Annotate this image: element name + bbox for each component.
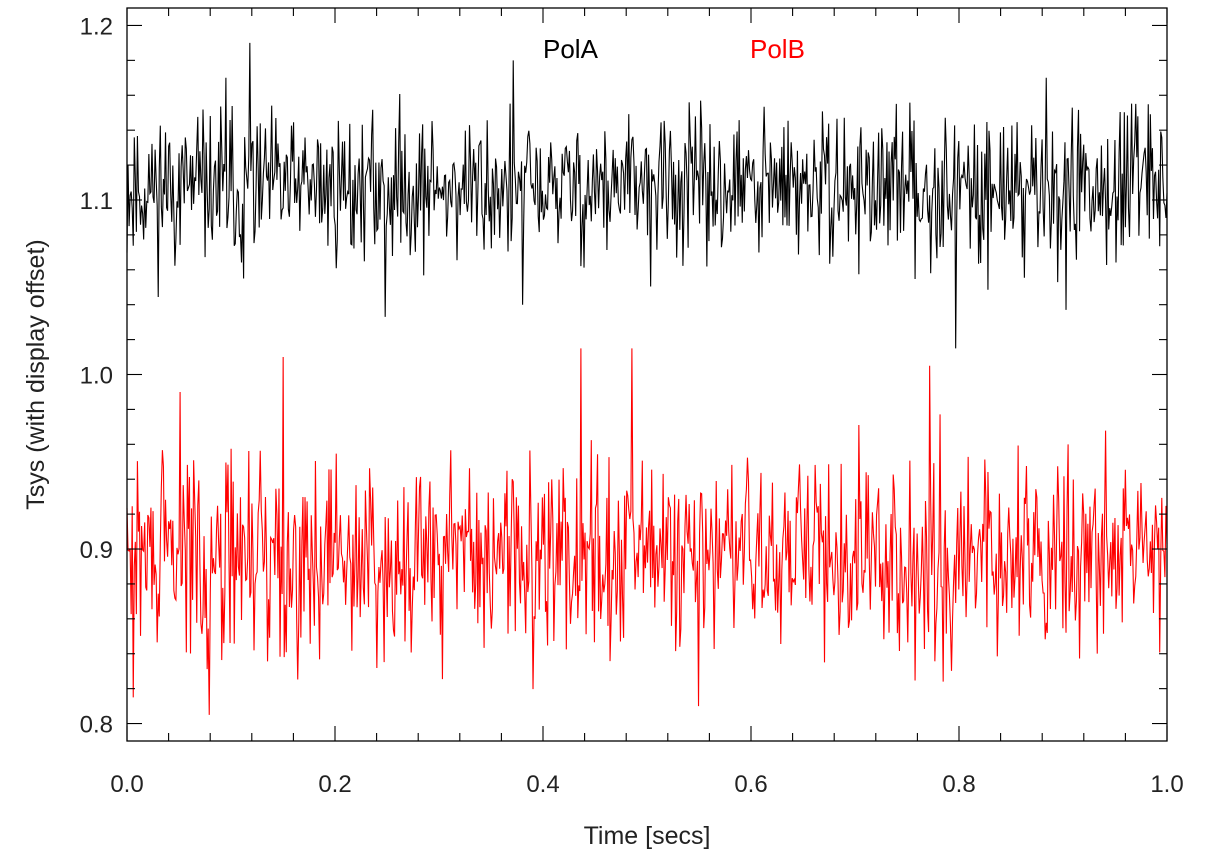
series-line-pola (126, 42, 1168, 349)
x-tick-label: 1.0 (1150, 771, 1183, 798)
y-tick-label: 0.8 (80, 712, 113, 739)
series-layer (126, 42, 1168, 715)
x-tick-label: 0.6 (734, 771, 767, 798)
y-tick-label: 0.9 (80, 537, 113, 564)
x-tick-label: 0.2 (318, 771, 351, 798)
legend-entry-pola: PolA (543, 34, 599, 64)
x-tick-label: 0.4 (526, 771, 559, 798)
y-axis-title: Tsys (with display offset) (22, 239, 50, 509)
plot-frame (126, 7, 1168, 742)
y-tick-label: 1.1 (80, 188, 113, 215)
x-tick-label: 0.8 (942, 771, 975, 798)
tick-labels: 0.0 0.2 0.4 0.6 0.8 1.0 0.8 0.9 1.0 1.1 1.2 (80, 13, 1184, 798)
series-line-polb (126, 348, 1168, 715)
y-tick-label: 1.2 (80, 13, 113, 40)
y-tick-label: 1.0 (80, 363, 113, 390)
x-axis-title: Time [secs] (584, 822, 711, 850)
x-tick-label: 0.0 (110, 771, 143, 798)
axis-ticks (126, 8, 1168, 741)
legend-entry-polb: PolB (750, 34, 805, 64)
